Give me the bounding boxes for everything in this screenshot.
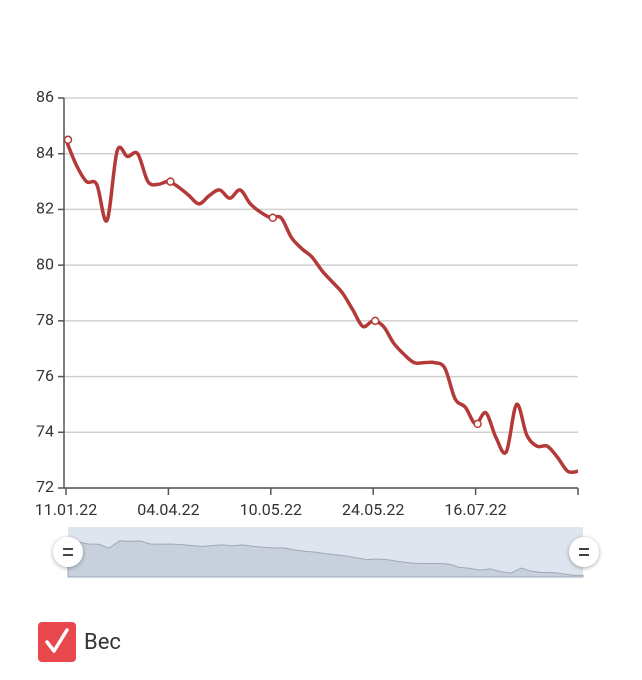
point-marker [473,419,482,429]
y-tick-label: 84 [36,143,54,162]
grid [64,97,578,489]
x-tick-label: 10.05.22 [240,500,302,519]
x-tick-label: 24.05.22 [342,500,404,519]
x-tick-label: 16.07.22 [444,500,506,519]
checkmark [45,628,69,653]
legend-checkbox[interactable] [38,622,76,662]
x-tick-label: 04.04.22 [137,500,199,519]
y-tick-label: 82 [36,199,54,218]
point-marker [370,316,380,326]
y-tick-label: 74 [36,422,54,441]
point-marker [63,135,73,145]
x-tick-label: 11.01.22 [35,500,97,519]
y-tick-label: 80 [36,254,54,273]
navigator-handles [53,537,599,567]
y-tick-label: 78 [36,310,54,329]
plot-area [63,135,579,475]
line [64,139,579,475]
legend[interactable]: Вес [38,622,121,662]
legend-label[interactable]: Вес [84,630,121,655]
point-marker [268,213,278,223]
right-handle[interactable] [569,537,599,567]
navigator[interactable] [67,527,584,578]
handle[interactable] [53,537,83,567]
y-tick-label: 72 [36,477,54,496]
y-tick-label: 86 [36,87,54,106]
navigator-series [67,538,584,578]
left-handle[interactable] [53,537,83,567]
handle[interactable] [569,537,599,567]
y-tick-label: 76 [36,366,54,385]
point-marker [166,177,175,186]
axes: 72 74 76 78 80 82 84 86 11.01.22 04.04.22 10.05.22… [35,87,579,519]
